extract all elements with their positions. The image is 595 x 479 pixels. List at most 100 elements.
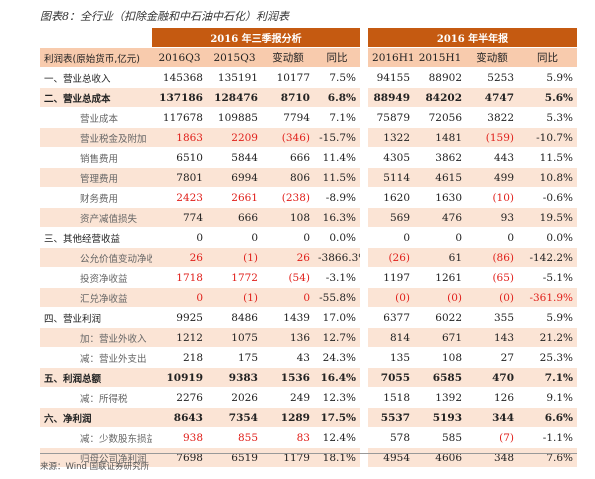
- cell: 143: [466, 327, 519, 348]
- cell: 18.1%: [314, 447, 361, 468]
- cell: 16.3%: [314, 207, 361, 228]
- cell: -5.1%: [542, 271, 574, 284]
- column-header: 2016H1: [368, 47, 415, 68]
- cell: 5.9%: [546, 311, 574, 324]
- table-row: 五、利润总额 10919 9383 1536 16.4% 7055 6585 470 7.1%: [40, 367, 578, 388]
- cell: 0: [251, 231, 258, 244]
- cell: 7.1%: [518, 367, 578, 388]
- row-label: 一、营业总收入: [44, 73, 111, 85]
- cell: -3.1%: [325, 271, 357, 284]
- row-label: 六、净利润: [40, 407, 152, 428]
- cell: 1620: [383, 191, 411, 204]
- cell: 26: [152, 247, 207, 268]
- cell: 4615: [414, 167, 467, 188]
- table-row: 管理费用 7801 6994 806 11.5% 5114 4615 499 10.8%: [40, 167, 578, 188]
- cell: 4954: [368, 447, 415, 468]
- cell: (0): [368, 287, 415, 308]
- cell: (238): [281, 191, 310, 204]
- cell: 94155: [376, 71, 411, 84]
- gap-cell: [360, 307, 369, 328]
- cell: 5253: [487, 71, 515, 84]
- rule: [40, 453, 577, 454]
- cell: 17.5%: [314, 407, 361, 428]
- cell: -3866.3%: [314, 247, 361, 268]
- cell: 5.6%: [518, 87, 578, 108]
- cell: 1630: [435, 191, 463, 204]
- cell: 0: [507, 231, 515, 244]
- cell: 7.6%: [518, 447, 578, 468]
- cell: 9383: [207, 367, 262, 388]
- row-label: 管理费用: [40, 167, 152, 188]
- table-row: 减：营业外支出 218 175 43 24.3% 135 108 27 25.3%: [40, 347, 578, 368]
- cell: 470: [466, 367, 519, 388]
- cell: 7055: [368, 367, 415, 388]
- cell: 7.1%: [329, 111, 357, 124]
- gap-cell: [360, 267, 369, 288]
- cell: 145368: [162, 71, 203, 84]
- cell: (0): [414, 287, 467, 308]
- cell: 6510: [176, 151, 203, 164]
- cell: -142.2%: [518, 247, 578, 268]
- gap-cell: [360, 347, 369, 368]
- cell: 938: [182, 431, 203, 444]
- row-label: 减：所得税: [80, 393, 128, 405]
- cell: 1718: [176, 271, 203, 284]
- cell: 0: [152, 287, 207, 308]
- cell: (1): [207, 287, 262, 308]
- cell: (54): [288, 271, 310, 284]
- cell: 4606: [414, 447, 467, 468]
- gap-cell: [360, 28, 369, 48]
- gap-cell: [360, 187, 369, 208]
- row-label: 减：营业外支出: [80, 353, 147, 365]
- cell: -8.9%: [325, 191, 357, 204]
- gap-cell: [360, 327, 369, 348]
- cell: 814: [368, 327, 415, 348]
- cell: 11.5%: [314, 167, 361, 188]
- cell: (0): [466, 287, 519, 308]
- cell: 7698: [152, 447, 207, 468]
- row-label: 财务费用: [80, 193, 119, 205]
- blank-cell: [40, 28, 152, 48]
- cell: (7): [499, 431, 515, 444]
- column-header: 变动额: [262, 47, 314, 68]
- gap-cell: [360, 287, 369, 308]
- cell: -15.7%: [314, 127, 361, 148]
- cell: 4747: [466, 87, 519, 108]
- cell: 11.5%: [539, 151, 574, 164]
- cell: 109885: [217, 111, 258, 124]
- row-label: 五、利润总额: [40, 367, 152, 388]
- cell: 88902: [428, 71, 463, 84]
- cell: 21.2%: [518, 327, 578, 348]
- table-row: 投资净收益 1718 1772 (54) -3.1% 1197 1261 (65) -5.1%: [40, 267, 578, 288]
- row-label: 销售费用: [80, 153, 119, 165]
- table-row: 减：所得税 2276 2026 249 12.3% 1518 1392 126 9.1%: [40, 387, 578, 408]
- cell: 2276: [176, 391, 203, 404]
- cell: 2661: [231, 191, 258, 204]
- cell: 1439: [283, 311, 310, 324]
- row-label: 营业成本: [80, 113, 119, 125]
- cell: 27: [500, 351, 515, 364]
- cell: -55.8%: [314, 287, 361, 308]
- cell: 2423: [176, 191, 203, 204]
- gap-cell: [360, 247, 369, 268]
- column-header: 2015Q3: [207, 47, 262, 68]
- cell: 5537: [368, 407, 415, 428]
- gap-cell: [360, 167, 369, 188]
- cell: 8710: [262, 87, 314, 108]
- cell: 12.3%: [322, 391, 357, 404]
- group-header: 2016 年半年报: [368, 28, 578, 48]
- table-row: 销售费用 6510 5844 666 11.4% 4305 3862 443 11.5%: [40, 147, 578, 168]
- cell: 19.5%: [518, 207, 578, 228]
- cell: 10919: [152, 367, 207, 388]
- cell: 25.3%: [539, 351, 574, 364]
- cell: 1772: [231, 271, 258, 284]
- table-row: 财务费用 2423 2661 (238) -8.9% 1620 1630 (10) -0.6%: [40, 187, 578, 208]
- cell: 774: [152, 207, 207, 228]
- gap-cell: [360, 227, 369, 248]
- table-row: 三、其他经营收益 0 0 0 0.0% 0 0 0 0.0%: [40, 227, 578, 248]
- table-row: 归母公司净利润 7698 6519 1179 18.1% 4954 4606 348 7.6%: [40, 447, 578, 468]
- table-row: 一、营业总收入 145368 135191 10177 7.5% 94155 88902 52…: [40, 67, 578, 88]
- gap-cell: [360, 107, 369, 128]
- column-header: 变动额: [466, 47, 519, 68]
- cell: 218: [182, 351, 203, 364]
